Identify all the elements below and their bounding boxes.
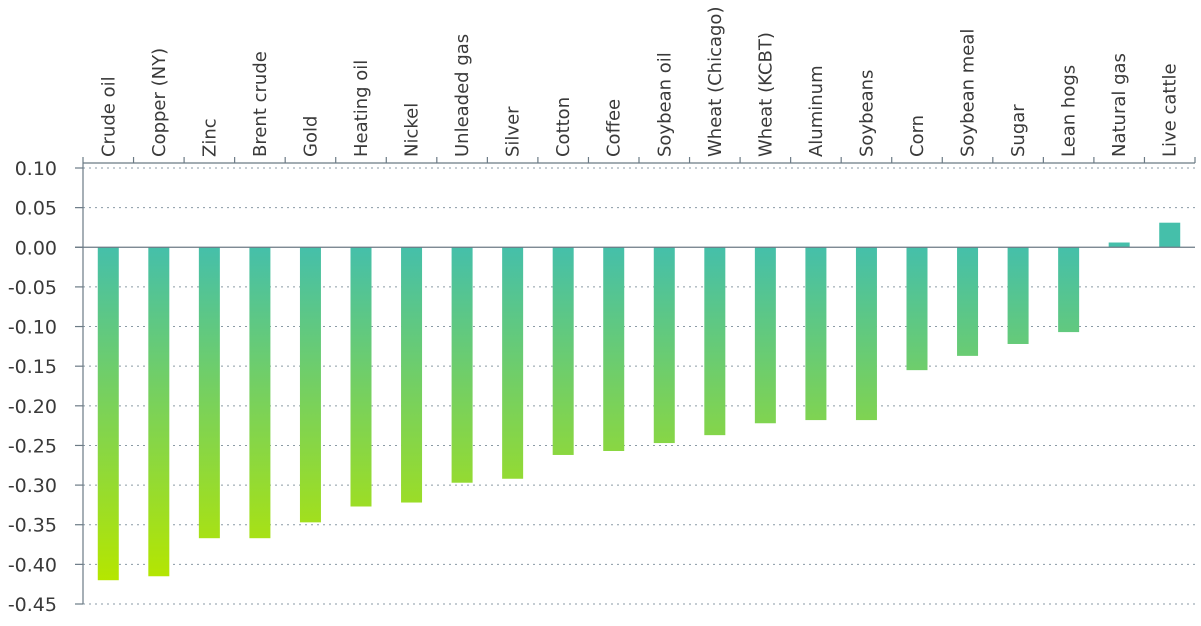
bar (906, 247, 928, 371)
bar (97, 247, 119, 581)
y-tick-label: -0.05 (8, 277, 57, 299)
x-tick-label: Sugar (1008, 104, 1029, 157)
x-tick-label: Cotton (553, 97, 574, 157)
bar (1108, 242, 1130, 248)
x-tick-label: Heating oil (351, 60, 372, 157)
bar (1058, 247, 1080, 333)
bar (603, 247, 625, 452)
x-tick-label: Nickel (402, 103, 423, 157)
x-tick-label: Natural gas (1109, 53, 1130, 157)
bar (502, 247, 524, 479)
bar (350, 247, 372, 507)
x-tick-label: Zinc (199, 118, 220, 157)
bar (754, 247, 776, 424)
y-tick-label: -0.20 (8, 396, 57, 418)
y-tick-label: -0.35 (8, 515, 57, 537)
x-tick-label: Silver (503, 106, 524, 157)
x-tick-label: Soybean oil (654, 52, 675, 157)
x-tick-label: Soybean meal (958, 29, 979, 157)
x-tick-label: Gold (300, 116, 321, 157)
axes (75, 157, 1196, 605)
x-tick-label: Coffee (604, 99, 625, 157)
y-tick-label: 0.10 (15, 158, 57, 180)
bar (704, 247, 726, 436)
y-tick-label: -0.30 (8, 475, 57, 497)
x-axis-tick-labels: Crude oil Copper (NY) Zinc Brent crude Gold H… (98, 7, 1180, 157)
x-tick-label: Crude oil (98, 76, 119, 157)
y-tick-label: -0.10 (8, 317, 57, 339)
x-tick-label: Wheat (Chicago) (705, 7, 726, 157)
x-tick-label: Soybeans (856, 70, 877, 157)
y-axis-tick-labels: 0.10 0.05 0.00 -0.05 -0.10 -0.15 -0.20 -0.25 -0.… (8, 158, 57, 616)
bar (957, 247, 979, 356)
y-tick-label: 0.05 (15, 198, 57, 220)
bar (249, 247, 271, 539)
x-tick-label: Aluminum (806, 65, 827, 157)
bar (148, 247, 170, 577)
bars (97, 222, 1181, 581)
bar (653, 247, 675, 444)
bar (855, 247, 877, 421)
bar (198, 247, 220, 539)
bar (1007, 247, 1029, 344)
bar (805, 247, 827, 421)
y-tick-label: -0.15 (8, 356, 57, 378)
x-tick-label: Copper (NY) (149, 48, 170, 157)
x-tick-label: Brent crude (250, 51, 271, 157)
x-tick-label: Wheat (KCBT) (755, 32, 776, 157)
bar (299, 247, 321, 523)
x-tick-label: Lean hogs (1059, 65, 1080, 157)
x-tick-label: Unleaded gas (452, 34, 473, 157)
x-tick-label: Corn (907, 115, 928, 157)
bar (451, 247, 473, 483)
bar (401, 247, 423, 503)
y-tick-label: 0.00 (15, 237, 57, 259)
y-tick-label: -0.25 (8, 435, 57, 457)
y-tick-label: -0.45 (8, 594, 57, 616)
y-tick-label: -0.40 (8, 554, 57, 576)
bar (1159, 222, 1181, 248)
bar (552, 247, 574, 455)
x-tick-label: Live cattle (1160, 63, 1181, 157)
